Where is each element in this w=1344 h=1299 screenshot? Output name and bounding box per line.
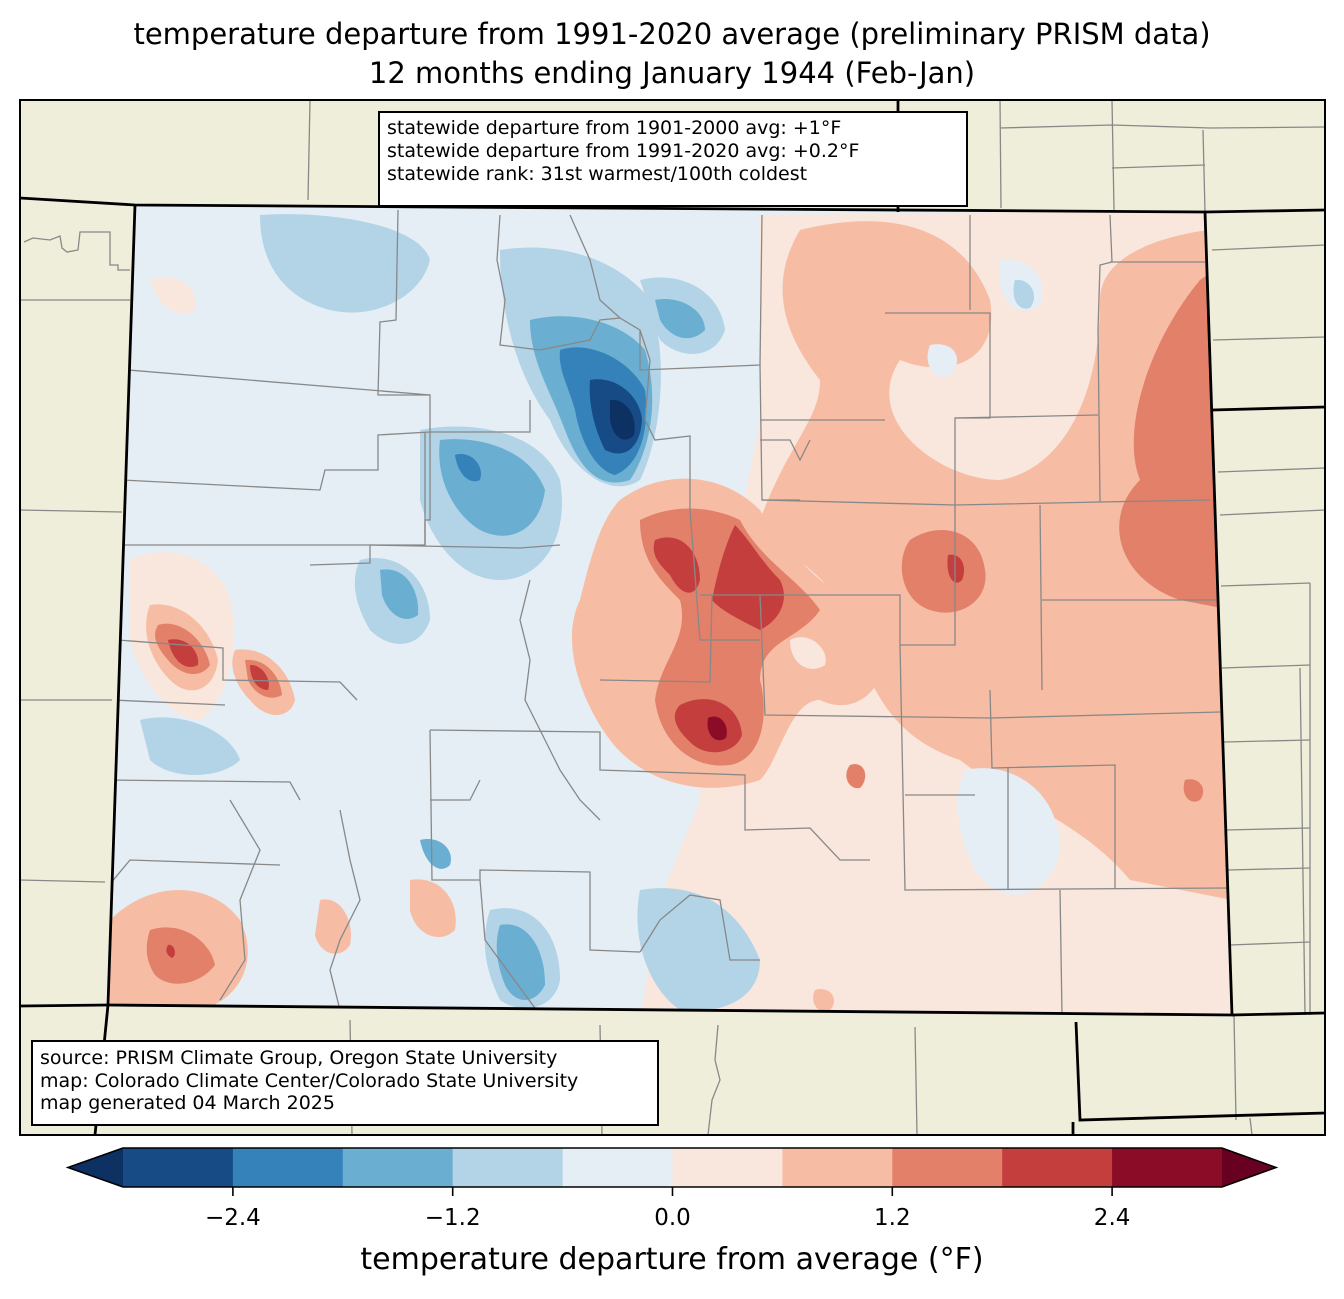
colorado-county-lines — [108, 209, 1231, 1015]
source-line-1: source: PRISM Climate Group, Oregon Stat… — [40, 1047, 558, 1069]
colorbar-bin — [1112, 1148, 1223, 1187]
chart-title-line-1: temperature departure from 1991-2020 ave… — [133, 17, 1211, 51]
stats-line-3: statewide rank: 31st warmest/100th colde… — [387, 163, 808, 185]
source-line-3: map generated 04 March 2025 — [40, 1092, 335, 1114]
colorbar — [65, 1147, 1279, 1196]
colorbar-bin — [232, 1148, 344, 1187]
colorbar-bin — [562, 1148, 673, 1187]
statewide-stats-box: statewide departure from 1901-2000 avg: … — [378, 111, 968, 207]
colorbar-tick-label: 0.0 — [654, 1205, 691, 1231]
colorbar-under-arrow — [68, 1148, 123, 1187]
colorbar-bin — [342, 1148, 454, 1187]
colorbar-bin — [892, 1148, 1003, 1187]
chart-title-line-2: 12 months ending January 1944 (Feb-Jan) — [368, 56, 976, 90]
colorbar-tick-label: 2.4 — [1093, 1205, 1131, 1231]
colorbar-tick-label: −1.2 — [424, 1205, 481, 1231]
colorbar-bin — [672, 1148, 783, 1187]
colorbar-bin — [782, 1148, 893, 1187]
temperature-departure-field — [108, 205, 1232, 1015]
source-box: source: PRISM Climate Group, Oregon Stat… — [31, 1040, 659, 1126]
source-line-2: map: Colorado Climate Center/Colorado St… — [40, 1069, 579, 1092]
colorbar-bin — [452, 1148, 564, 1187]
map-frame — [19, 99, 1326, 1136]
colorbar-tick-label: 1.2 — [874, 1205, 911, 1231]
colorbar-tick-label: −2.4 — [204, 1205, 261, 1231]
stats-line-1: statewide departure from 1901-2000 avg: … — [387, 117, 842, 139]
colorbar-over-arrow — [1222, 1148, 1276, 1187]
colorbar-bin — [123, 1148, 234, 1187]
colorbar-bin — [1002, 1148, 1113, 1187]
neighbor-county-lines — [20, 100, 1325, 1135]
stats-line-2: statewide departure from 1991-2020 avg: … — [387, 140, 860, 162]
colorbar-outline — [65, 1147, 1279, 1188]
colorbar-label: temperature departure from average (°F) — [360, 1242, 984, 1277]
